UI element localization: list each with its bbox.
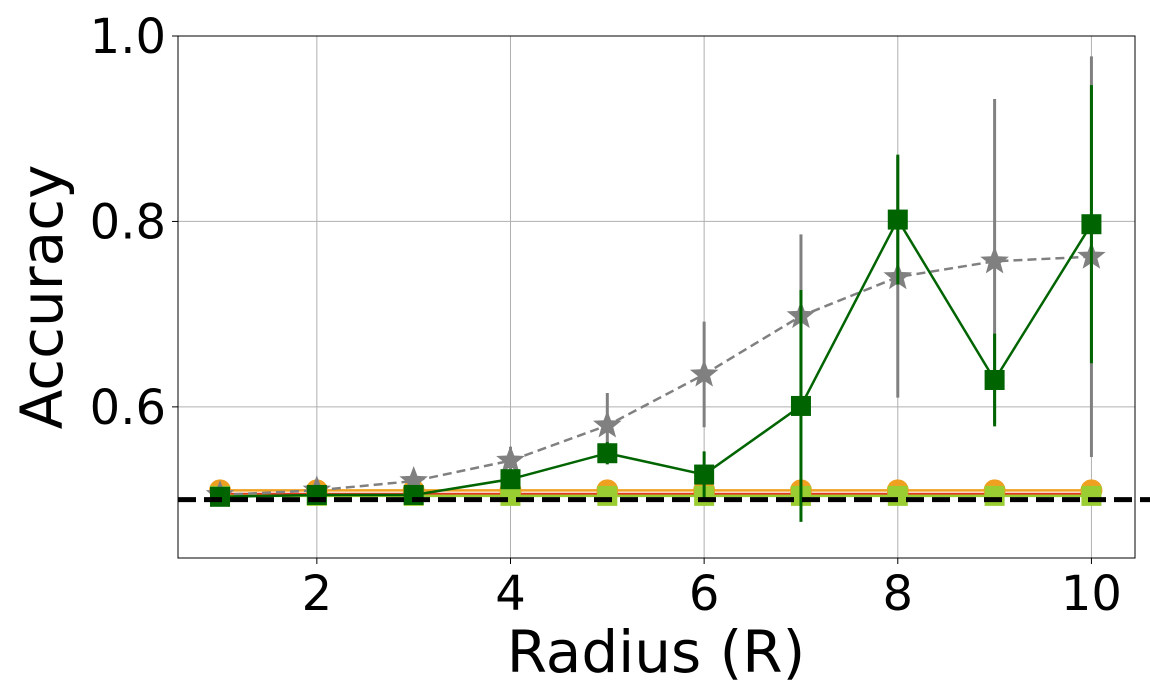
y-axis-title: Accuracy [8,165,76,430]
marker [790,395,811,416]
x-tick-label: 6 [689,566,720,622]
y-tick-label: 0.8 [90,194,166,250]
x-tick-label: 10 [1061,566,1122,622]
marker [694,464,715,485]
series-line [219,217,1093,499]
marker [887,209,908,230]
marker [984,485,1005,506]
marker [399,466,428,494]
marker [887,485,908,506]
x-tick-label: 4 [495,566,526,622]
plot-frame [177,35,1136,559]
marker [1081,214,1102,235]
marker [689,359,719,387]
marker [597,443,618,464]
x-tick-label: 8 [883,566,914,622]
marker [597,485,618,506]
x-tick-label: 2 [302,566,333,622]
y-tick-label: 1.0 [90,9,166,65]
x-axis-title: Radius (R) [507,618,805,686]
marker [500,469,521,490]
marker [210,486,231,507]
marker [1081,485,1102,506]
marker [980,246,1009,274]
marker [984,369,1005,390]
y-tick-label: 0.6 [90,380,166,436]
marker [496,445,525,473]
marker [593,410,622,438]
series-line [219,255,1092,497]
